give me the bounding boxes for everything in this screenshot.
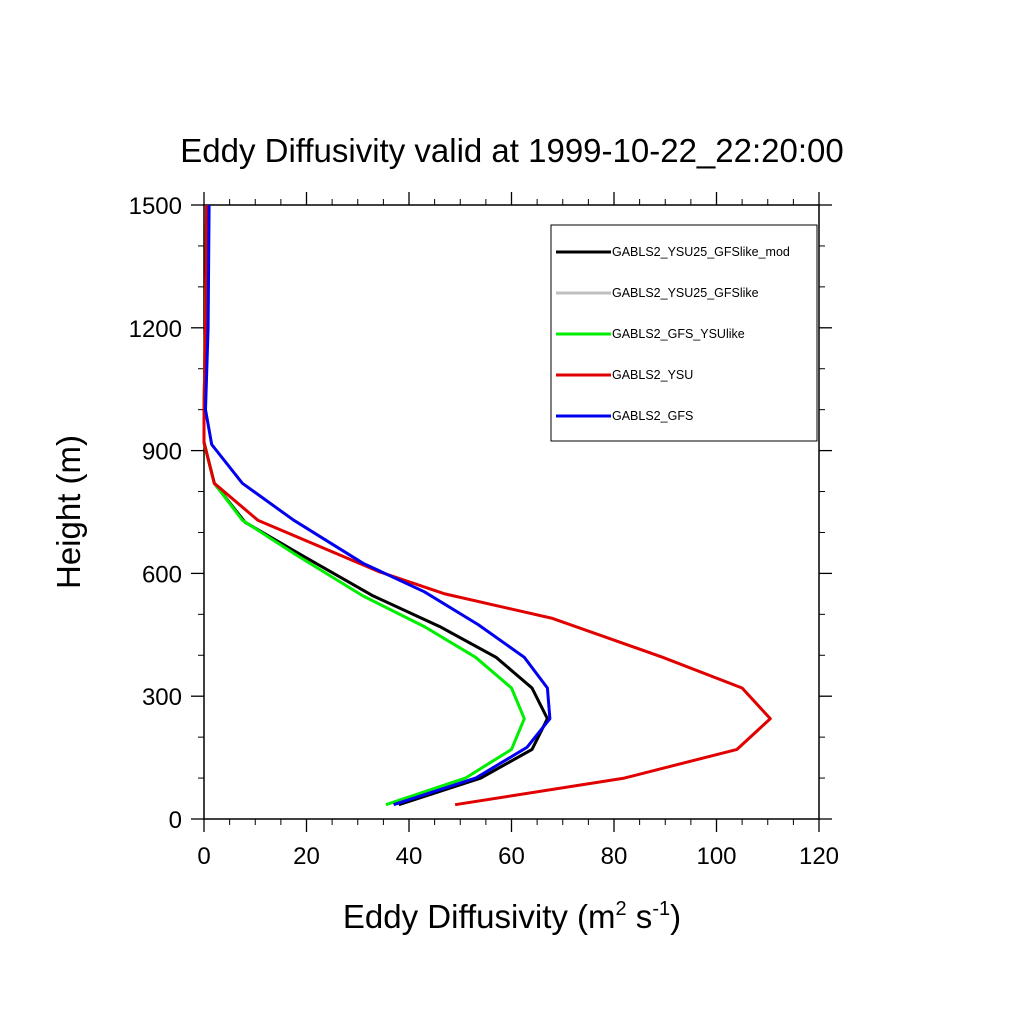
- y-axis-label: Height (m): [50, 435, 87, 589]
- x-tick-label: 20: [293, 843, 320, 870]
- series-line-gabls2-ysu: [202, 204, 772, 807]
- legend: GABLS2_YSU25_GFSlike_mod GABLS2_YSU25_GFS…: [550, 224, 818, 442]
- series-line-gabls2-ysu25-gfslike-mod: [202, 204, 549, 807]
- chart-title: Eddy Diffusivity valid at 1999-10-22_22:…: [180, 132, 843, 169]
- x-tick-label: 120: [799, 843, 839, 870]
- x-tick-label: 40: [396, 843, 423, 870]
- y-axis: 0 300 600 900 1200 1500: [129, 193, 832, 834]
- legend-label: GABLS2_YSU25_GFSlike_mod: [612, 245, 790, 259]
- legend-label: GABLS2_YSU25_GFSlike: [612, 286, 759, 300]
- x-tick-label: 60: [498, 843, 525, 870]
- y-tick-label: 900: [142, 439, 182, 466]
- series-line-gabls2-gfs-ysulike: [202, 204, 526, 807]
- legend-label: GABLS2_GFS_YSUlike: [612, 327, 745, 341]
- x-tick-label: 80: [601, 843, 628, 870]
- legend-label: GABLS2_YSU: [612, 368, 693, 382]
- series-lines: [202, 204, 772, 807]
- y-tick-label: 1500: [129, 193, 182, 220]
- x-tick-label: 0: [197, 843, 210, 870]
- x-tick-label: 100: [696, 843, 736, 870]
- series-line-gabls2-gfs: [204, 204, 552, 807]
- y-tick-label: 600: [142, 561, 182, 588]
- x-axis: 0 20 40 60 80 100 120: [197, 192, 839, 870]
- x-axis-label: Eddy Diffusivity (m2 s-1): [343, 898, 681, 935]
- series-line-gabls2-ysu25-gfslike: [202, 204, 549, 807]
- legend-label: GABLS2_GFS: [612, 409, 693, 423]
- y-tick-label: 300: [142, 684, 182, 711]
- y-tick-label: 0: [169, 807, 182, 834]
- y-tick-label: 1200: [129, 316, 182, 343]
